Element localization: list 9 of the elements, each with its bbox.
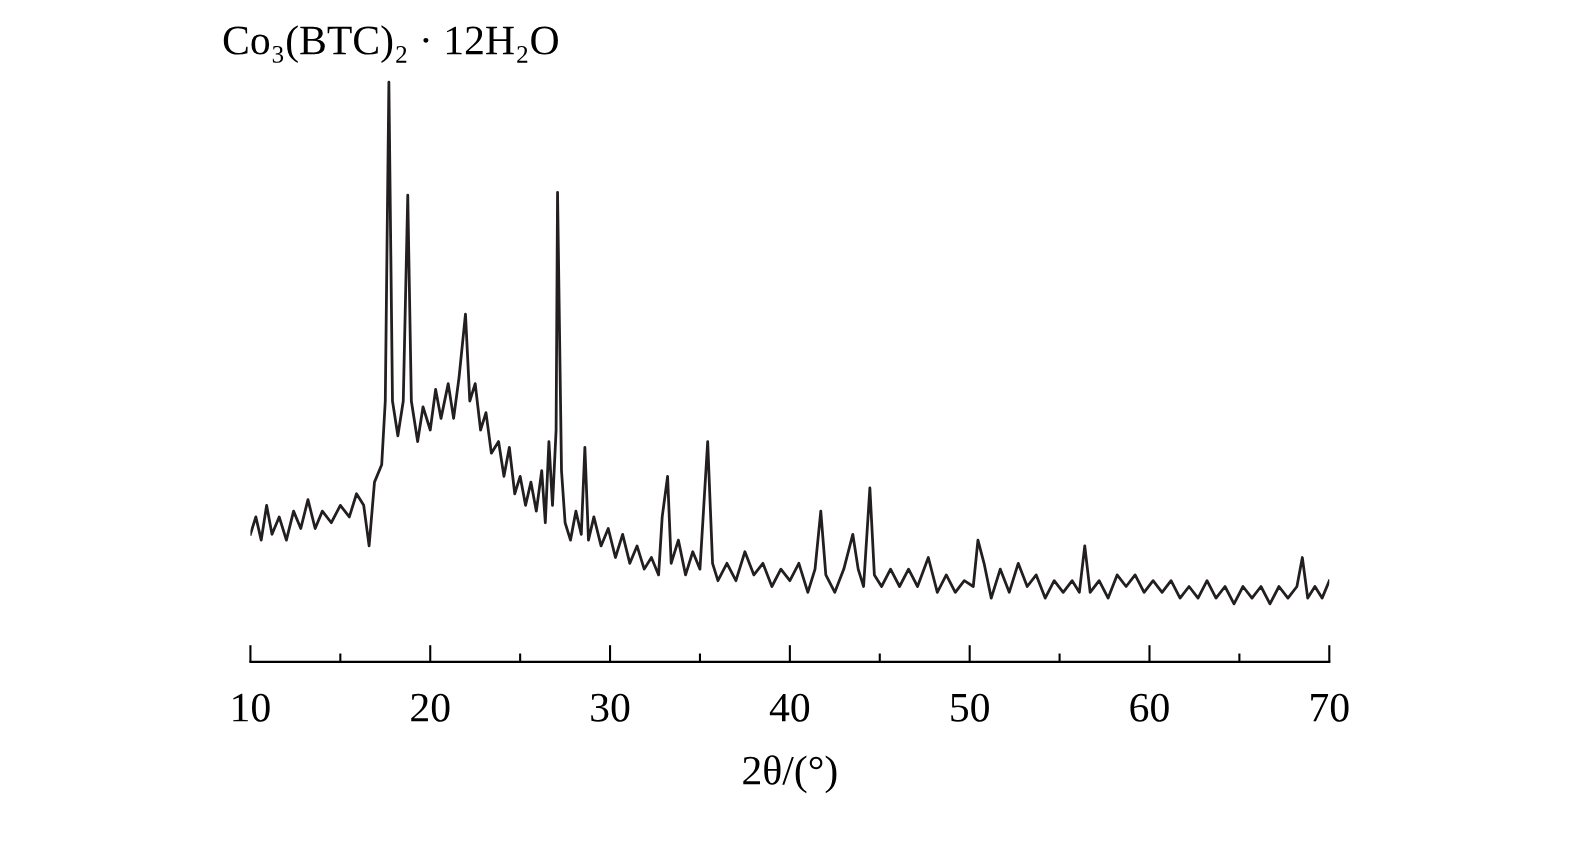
x-axis-title: 2θ/(°) bbox=[743, 755, 837, 794]
chart-title: Co₃(BTC)₂ · 12H₂O bbox=[223, 25, 558, 64]
x-tick-label: 50 bbox=[951, 693, 989, 722]
x-tick-label: 70 bbox=[1311, 693, 1349, 722]
x-tick-label: 40 bbox=[769, 693, 810, 722]
x-tick-label: 30 bbox=[591, 693, 630, 722]
x-tick-label: 60 bbox=[1130, 693, 1169, 722]
x-tick-label: 20 bbox=[411, 693, 450, 722]
x-tick-label: 10 bbox=[233, 693, 270, 722]
